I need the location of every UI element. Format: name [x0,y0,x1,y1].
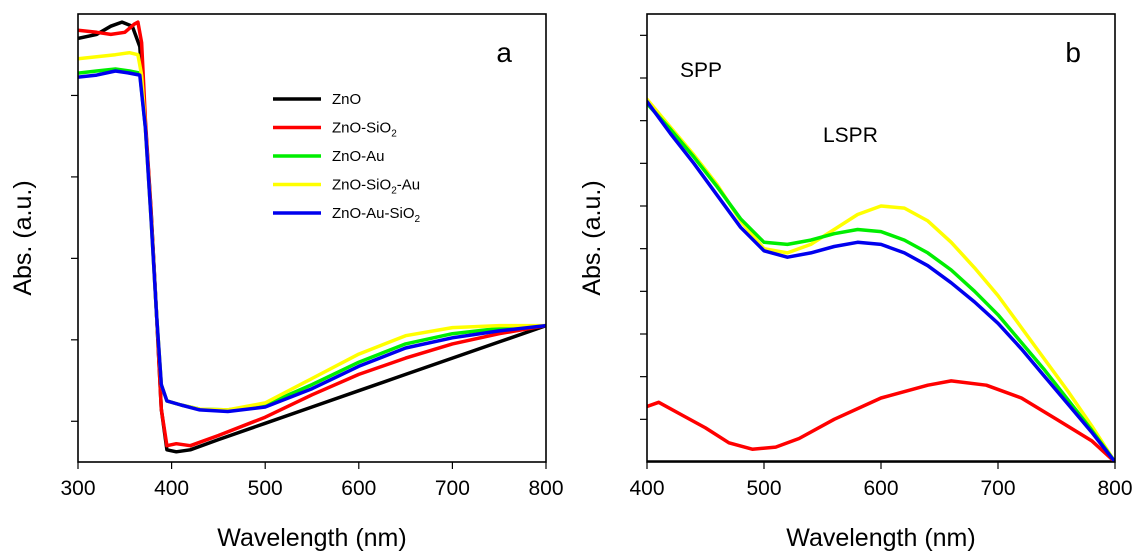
annotation-lspr: LSPR [823,124,878,147]
legend-label: ZnO-Au-SiO2 [332,205,421,225]
panel-letter: a [496,37,512,68]
panel-letter: b [1065,37,1081,68]
x-tick-label: 400 [629,477,664,500]
panel-a: 300 400 500 600 700 800 Wavelength (nm) Abs. (a… [9,13,564,552]
legend-item: ZnO-Au-SiO2 [273,205,421,225]
x-tick-label: 500 [746,477,781,500]
legend-item: ZnO-SiO2-Au [273,177,420,197]
panel-b: 400 500 600 700 800 Wavelength (nm) Abs. (a.u.… [578,13,1133,552]
x-tick-label: 500 [248,477,283,500]
legend-label: ZnO-SiO2-Au [332,177,420,197]
series-line-zno-au-sio2 [78,69,546,414]
series-line-zno-sio2 [647,379,1115,462]
series-group [647,97,1115,462]
series-line-zno-au [647,101,1115,462]
series-line-zno-au-sio2 [647,99,1115,462]
series-line-zno-sio2-au [647,97,1115,462]
annotation-spp: SPP [680,59,722,82]
legend-item: ZnO-SiO2 [273,120,397,140]
series-line-zno-au [78,67,546,412]
x-tick-label: 600 [863,477,898,500]
series-group [78,20,546,454]
plot-frame [77,13,547,463]
legend-item: ZnO-Au [273,148,385,165]
legend: ZnO ZnO-SiO2 ZnO-Au ZnO-SiO2-Au ZnO-Au-SiO2 [273,91,421,225]
x-axis-label: Wavelength (nm) [786,524,975,552]
y-axis-label: Abs. (a.u.) [9,180,37,295]
x-tick-label: 800 [1097,477,1132,500]
series-line-zno [78,20,546,454]
series-line-zno-sio2-au [78,50,546,412]
legend-label: ZnO-SiO2 [332,120,397,140]
y-axis-label: Abs. (a.u.) [578,180,606,295]
x-tick-label: 400 [154,477,189,500]
x-tick-label: 700 [980,477,1015,500]
legend-label: ZnO-Au [332,148,385,165]
x-tick-label: 800 [528,477,563,500]
legend-label: ZnO [332,91,361,108]
legend-item: ZnO [273,91,361,108]
x-axis-label: Wavelength (nm) [217,524,406,552]
x-tick-label: 600 [341,477,376,500]
x-tick-label: 700 [435,477,470,500]
series-line-zno-sio2 [78,20,546,448]
x-tick-label: 300 [60,477,95,500]
